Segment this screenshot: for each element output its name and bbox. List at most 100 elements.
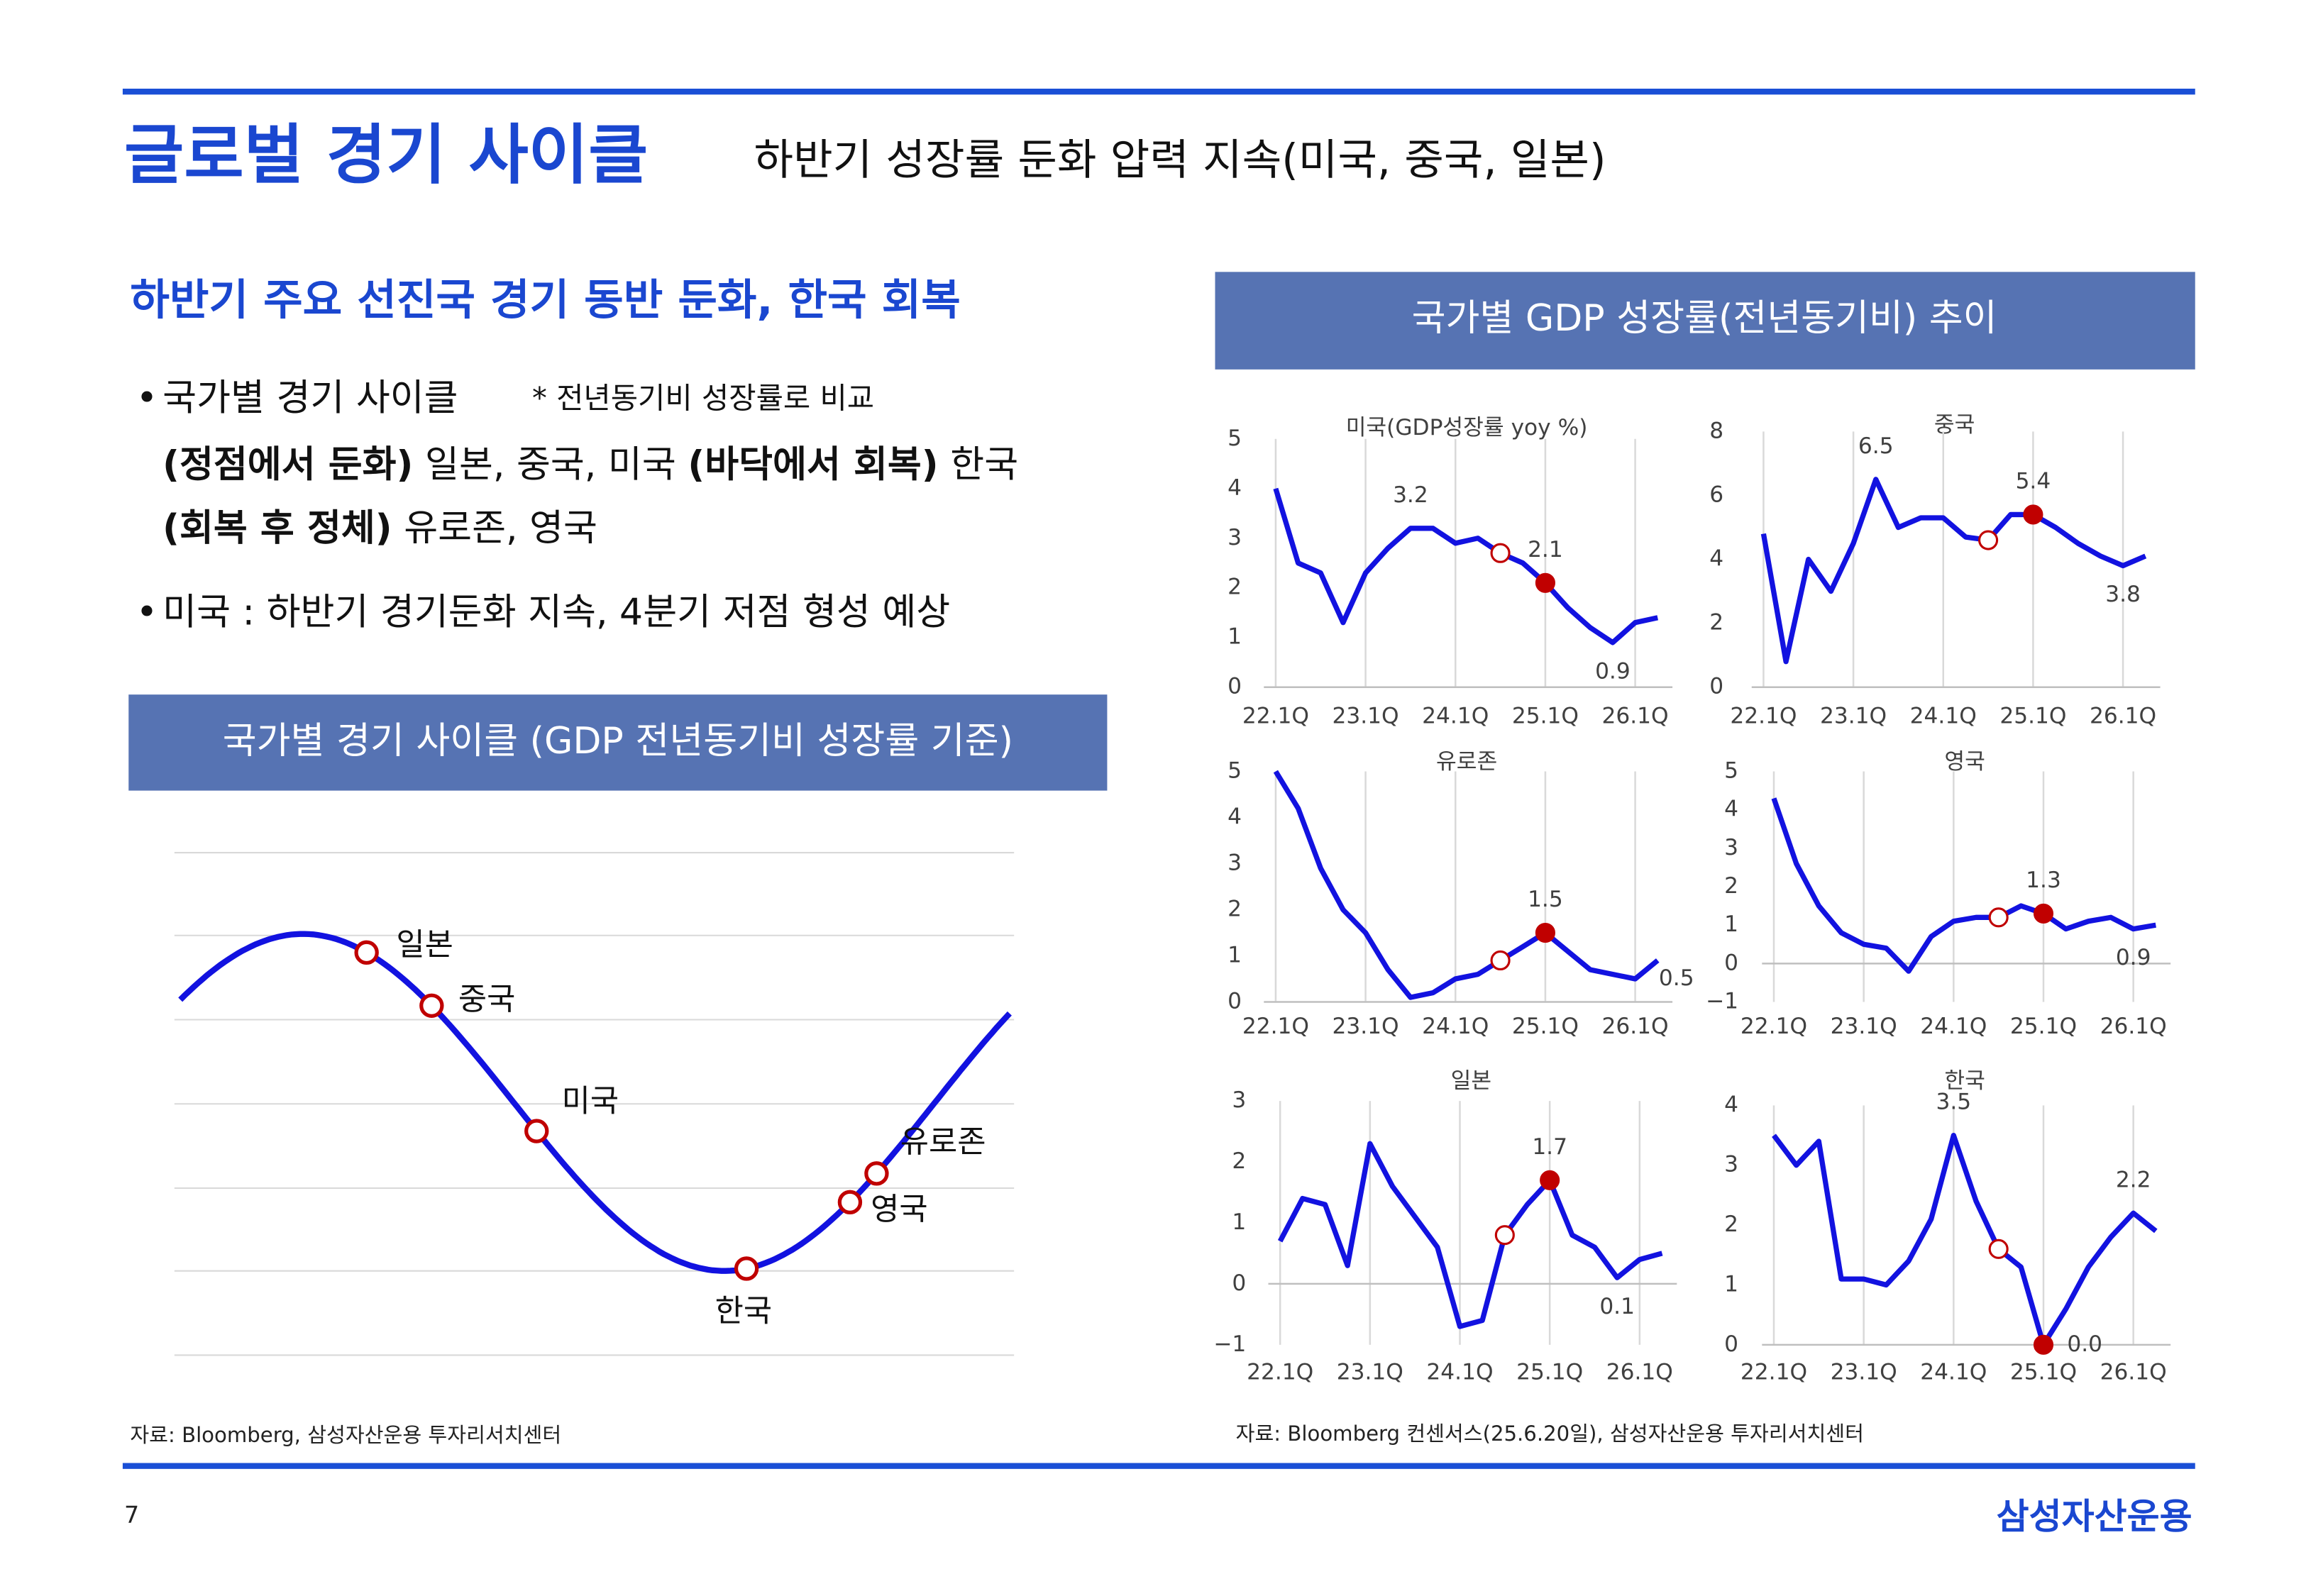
data-label: 2.1: [1528, 537, 1563, 563]
highlight-marker: [2033, 903, 2054, 924]
x-tick-label: 23.1Q: [1333, 703, 1399, 728]
chart-title: 일본: [1451, 1068, 1491, 1094]
point-label: 일본: [396, 927, 453, 963]
y-tick-label: 3: [1232, 1087, 1246, 1113]
x-tick-label: 24.1Q: [1920, 1014, 1987, 1039]
cycle-point: [864, 1161, 889, 1186]
y-tick-label: 3: [1724, 835, 1738, 860]
y-tick-label: 1: [1724, 911, 1738, 937]
y-tick-label: 2: [1709, 610, 1723, 636]
x-tick-label: 22.1Q: [1740, 1359, 1807, 1385]
x-tick-label: 26.1Q: [2090, 703, 2156, 728]
y-tick-label: 4: [1228, 475, 1242, 501]
text: 유로존, 영국: [404, 507, 597, 550]
cycle-point: [734, 1256, 759, 1281]
y-tick-label: 4: [1228, 804, 1242, 830]
point-label: 영국: [871, 1191, 928, 1227]
bold-text: (정점에서 둔화): [162, 443, 413, 486]
series-line: [1273, 487, 1659, 645]
y-tick-label: 2: [1724, 873, 1738, 899]
y-tick-label: 2: [1228, 897, 1242, 922]
section-heading: 하반기 주요 선진국 경기 동반 둔화, 한국 회복: [130, 276, 961, 326]
data-label: 1.5: [1528, 887, 1563, 912]
y-tick-label: 2: [1724, 1212, 1738, 1237]
highlight-marker: [1490, 950, 1511, 971]
bullet-dot: •: [136, 377, 158, 420]
data-label: 0.0: [2067, 1331, 2102, 1357]
line-chart: 미국(GDP성장률 yoy %) 0 1 2 3 4 5 22.1Q 23.1Q 24.1Q 25.…: [1228, 415, 1673, 728]
y-tick-label: 5: [1724, 758, 1738, 784]
banner-text: 국가별 GDP 성장률(전년동기비) 추이: [1412, 297, 1997, 340]
highlight-marker: [1535, 922, 1555, 943]
x-tick-label: 23.1Q: [1831, 1359, 1897, 1385]
data-label: 1.7: [1532, 1134, 1567, 1160]
source: 자료: Bloomberg 컨센서스(25.6.20일), 삼성자산운용 투자리…: [1236, 1422, 1864, 1446]
line-chart: 중국 0 2 4 6 8 22.1Q 23.1Q 24.1Q 25.1Q 26.1Q 6.5 5.4 3.…: [1709, 412, 2161, 728]
highlight-marker: [1540, 1170, 1560, 1190]
cycle-point: [354, 940, 379, 965]
x-tick-label: 22.1Q: [1247, 1359, 1313, 1385]
y-tick-label: 1: [1724, 1271, 1738, 1297]
x-tick-label: 24.1Q: [1422, 703, 1489, 728]
y-tick-label: 3: [1228, 850, 1242, 876]
top-rule: [122, 89, 2195, 95]
highlight-marker: [1988, 907, 2009, 928]
series-line: [1273, 770, 1660, 1000]
point-label: 중국: [458, 982, 516, 1018]
x-tick-label: 25.1Q: [1512, 1014, 1579, 1039]
x-tick-label: 26.1Q: [1606, 1359, 1673, 1385]
x-tick-label: 22.1Q: [1242, 703, 1309, 728]
chart-title: 유로존: [1436, 749, 1497, 775]
x-tick-label: 22.1Q: [1242, 1014, 1309, 1039]
y-tick-label: 0: [1228, 674, 1242, 699]
y-tick-label: 1: [1228, 943, 1242, 968]
x-tick-label: 25.1Q: [2010, 1014, 2077, 1039]
bullet-text: 국가별 경기 사이클: [162, 377, 458, 420]
source: 자료: Bloomberg, 삼성자산운용 투자리서치센터: [130, 1423, 561, 1447]
x-tick-label: 24.1Q: [1920, 1359, 1987, 1385]
y-tick-label: 2: [1228, 575, 1242, 600]
data-label: 0.5: [1659, 965, 1694, 991]
line-chart: 유로존 0 1 2 3 4 5 22.1Q 23.1Q 24.1Q 25.1Q 26.1Q 1.5 0.5: [1228, 749, 1694, 1039]
series-line: [1760, 477, 2147, 665]
text: 일본, 중국, 미국: [425, 443, 676, 486]
banner-text: 국가별 경기 사이클 (GDP 전년동기비 성장률 기준): [223, 720, 1013, 763]
x-tick-label: 23.1Q: [1333, 1014, 1399, 1039]
highlight-marker: [1494, 1225, 1515, 1246]
y-tick-label: 3: [1724, 1152, 1738, 1177]
x-tick-label: 25.1Q: [1512, 703, 1579, 728]
chart-title: 중국: [1934, 412, 1975, 438]
y-tick-label: −1: [1213, 1331, 1246, 1357]
line-chart: 한국 0 1 2 3 4 22.1Q 23.1Q 24.1Q 25.1Q 26.1Q 3.5 0.0 2.…: [1724, 1068, 2171, 1385]
x-tick-label: 26.1Q: [2100, 1359, 2167, 1385]
series-line: [1772, 1132, 2158, 1348]
data-label: 0.1: [1599, 1294, 1635, 1319]
y-tick-label: 0: [1724, 950, 1738, 975]
line-chart: 일본 −1 0 1 2 3 22.1Q 23.1Q 24.1Q 25.1Q 26.1Q 1.7 0.1: [1213, 1068, 1677, 1385]
y-tick-label: 4: [1724, 1092, 1738, 1117]
data-label: 5.4: [2016, 469, 2051, 494]
highlight-marker: [1978, 530, 1999, 550]
cycle-point: [524, 1119, 549, 1143]
data-label: 6.5: [1858, 433, 1894, 459]
y-tick-label: 0: [1232, 1270, 1246, 1296]
highlight-marker: [1535, 572, 1555, 593]
x-tick-label: 26.1Q: [2100, 1014, 2167, 1039]
y-tick-label: 4: [1709, 546, 1723, 572]
y-tick-label: 0: [1228, 989, 1242, 1014]
cycle-point: [419, 993, 444, 1018]
cycle-point: [837, 1190, 863, 1215]
data-label: 3.8: [2105, 582, 2141, 607]
x-tick-label: 22.1Q: [1740, 1014, 1807, 1039]
y-tick-label: 6: [1709, 482, 1723, 507]
data-label: 3.5: [1936, 1090, 1971, 1115]
x-tick-label: 24.1Q: [1422, 1014, 1489, 1039]
y-tick-label: 2: [1232, 1148, 1246, 1174]
page-subtitle: 하반기 성장률 둔화 압력 지속(미국, 중국, 일본): [754, 135, 1606, 185]
bullet-dot: •: [136, 592, 158, 634]
x-tick-label: 26.1Q: [1602, 1014, 1669, 1039]
highlight-marker: [1988, 1238, 2009, 1259]
point-label: 미국: [562, 1083, 619, 1119]
